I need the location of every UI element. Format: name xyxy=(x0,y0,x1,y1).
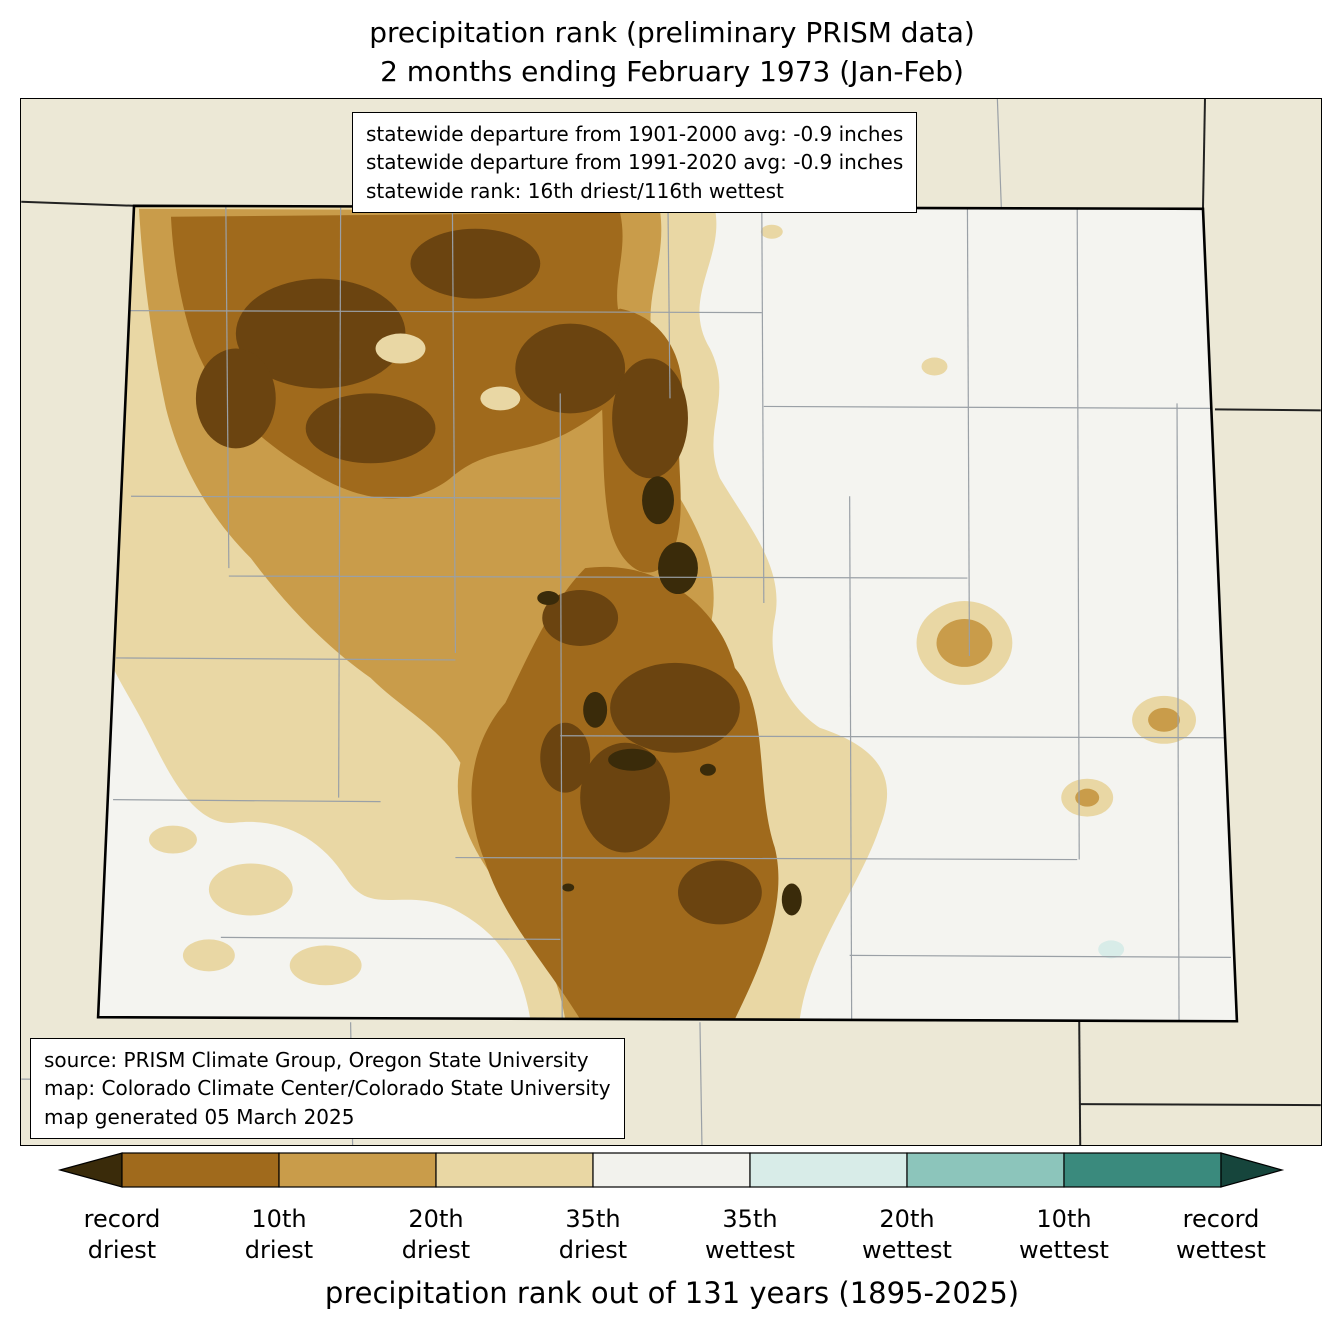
colorbar-label-10th-driest: 10th driest xyxy=(244,1205,314,1265)
colorbar-label-10th-wettest: 10th wettest xyxy=(1019,1205,1109,1265)
colorbar-label-35th-driest: 35th driest xyxy=(558,1205,628,1265)
rank-holes xyxy=(375,333,521,411)
colorbar-label-record-wettest: record wettest xyxy=(1176,1205,1266,1265)
colorbar-label-35th-wettest: 35th wettest xyxy=(705,1205,795,1265)
rank-region-35th-wettest xyxy=(1098,940,1125,959)
colorado-precipitation-map xyxy=(21,99,1321,1145)
map-frame xyxy=(20,98,1322,1146)
colorbar-axis-label: precipitation rank out of 131 years (189… xyxy=(324,1276,1020,1310)
rank-colorbar xyxy=(57,1152,1285,1188)
stats-line-2: statewide departure from 1991-2020 avg: … xyxy=(366,150,904,175)
figure-title: precipitation rank (preliminary PRISM da… xyxy=(0,14,1344,91)
colorbar-label-record-driest: record driest xyxy=(83,1205,161,1265)
source-line-3: map generated 05 March 2025 xyxy=(44,1104,355,1129)
title-line-1: precipitation rank (preliminary PRISM da… xyxy=(369,16,975,49)
rank-region-deep-driest xyxy=(195,228,762,925)
colorbar-arrow-record-wettest xyxy=(1220,1152,1285,1188)
colorbar-seg-10th-driest xyxy=(121,1152,280,1188)
colorbar-seg-35th-driest xyxy=(435,1152,594,1188)
neighbor-state-borders xyxy=(21,99,1321,1145)
colorbar-seg-20th-wettest xyxy=(906,1152,1065,1188)
source-line-2: map: Colorado Climate Center/Colorado St… xyxy=(44,1076,611,1101)
source-attribution-box: source: PRISM Climate Group, Oregon Stat… xyxy=(30,1038,625,1140)
colorbar-arrow-record-driest xyxy=(57,1152,123,1188)
colorbar-seg-near-normal xyxy=(592,1152,751,1188)
colorbar-seg-20th-driest xyxy=(278,1152,437,1188)
colorbar-label-20th-wettest: 20th wettest xyxy=(862,1205,952,1265)
colorbar-seg-10th-wettest xyxy=(1063,1152,1222,1188)
colorbar-seg-35th-wettest xyxy=(749,1152,908,1188)
statewide-stats-box: statewide departure from 1901-2000 avg: … xyxy=(352,112,918,214)
county-lines xyxy=(113,206,1231,1021)
source-line-1: source: PRISM Climate Group, Oregon Stat… xyxy=(44,1048,589,1072)
rank-region-record-driest xyxy=(537,476,802,916)
stats-line-1: statewide departure from 1901-2000 avg: … xyxy=(366,122,904,146)
colorbar-label-20th-driest: 20th driest xyxy=(401,1205,471,1265)
title-line-2: 2 months ending February 1973 (Jan-Feb) xyxy=(380,54,964,88)
stats-line-3: statewide rank: 16th driest/116th wettes… xyxy=(366,178,784,203)
